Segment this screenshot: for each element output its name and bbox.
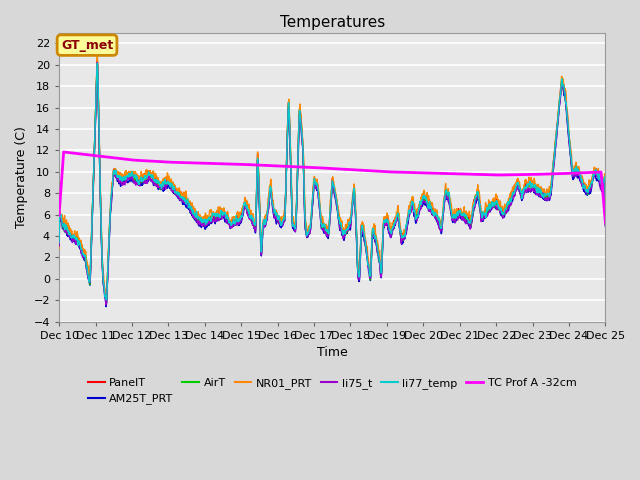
AirT — [93, 61, 101, 67]
PanelT — [591, 167, 599, 172]
NR01_PRT — [118, 173, 125, 179]
PanelT — [532, 183, 540, 189]
li75_t — [150, 181, 158, 187]
li75_t — [265, 203, 273, 208]
li77_temp — [93, 60, 101, 66]
NR01_PRT — [265, 192, 273, 198]
li77_temp — [289, 223, 296, 229]
li77_temp — [265, 197, 273, 203]
PanelT — [289, 221, 296, 227]
NR01_PRT — [602, 209, 609, 215]
Line: li75_t: li75_t — [59, 62, 605, 305]
AM25T_PRT — [591, 170, 599, 176]
AM25T_PRT — [602, 223, 609, 228]
Line: li77_temp: li77_temp — [59, 63, 605, 300]
PanelT — [265, 192, 273, 197]
li77_temp — [102, 297, 110, 303]
Title: Temperatures: Temperatures — [280, 15, 385, 30]
AirT — [118, 177, 125, 183]
AM25T_PRT — [289, 225, 296, 231]
PanelT — [102, 295, 110, 300]
AM25T_PRT — [150, 181, 158, 187]
li75_t — [289, 222, 296, 228]
AM25T_PRT — [118, 182, 125, 188]
NR01_PRT — [55, 246, 63, 252]
Line: NR01_PRT: NR01_PRT — [59, 55, 605, 298]
PanelT — [118, 177, 125, 182]
NR01_PRT — [289, 216, 296, 222]
AM25T_PRT — [93, 62, 101, 68]
Legend: PanelT, AM25T_PRT, AirT, NR01_PRT, li75_t, li77_temp, TC Prof A -32cm: PanelT, AM25T_PRT, AirT, NR01_PRT, li75_… — [84, 373, 580, 409]
NR01_PRT — [532, 184, 540, 190]
Line: AirT: AirT — [59, 64, 605, 303]
AirT — [102, 300, 110, 306]
li77_temp — [591, 168, 599, 174]
li75_t — [532, 191, 540, 197]
TC Prof A -32cm — [55, 213, 63, 218]
PanelT — [93, 58, 101, 63]
AirT — [591, 168, 599, 173]
AirT — [532, 186, 540, 192]
Y-axis label: Temperature (C): Temperature (C) — [15, 126, 28, 228]
NR01_PRT — [150, 174, 158, 180]
NR01_PRT — [591, 167, 599, 172]
PanelT — [602, 219, 609, 225]
TC Prof A -32cm — [532, 171, 540, 177]
Line: TC Prof A -32cm: TC Prof A -32cm — [59, 152, 605, 223]
AirT — [289, 222, 296, 228]
TC Prof A -32cm — [591, 169, 598, 175]
X-axis label: Time: Time — [317, 347, 348, 360]
TC Prof A -32cm — [118, 156, 125, 162]
li77_temp — [532, 188, 540, 193]
AM25T_PRT — [102, 304, 110, 310]
li77_temp — [602, 221, 609, 227]
PanelT — [150, 178, 158, 183]
AM25T_PRT — [532, 189, 540, 194]
TC Prof A -32cm — [265, 163, 273, 168]
li75_t — [591, 169, 599, 175]
AirT — [55, 243, 63, 249]
li77_temp — [150, 178, 158, 184]
Line: AM25T_PRT: AM25T_PRT — [59, 65, 605, 307]
NR01_PRT — [102, 295, 110, 301]
TC Prof A -32cm — [150, 158, 158, 164]
PanelT — [55, 240, 63, 246]
NR01_PRT — [93, 52, 101, 58]
AirT — [265, 196, 273, 202]
li75_t — [118, 181, 125, 187]
li75_t — [93, 60, 101, 65]
AirT — [150, 179, 158, 184]
li75_t — [55, 243, 63, 249]
li77_temp — [118, 177, 125, 183]
TC Prof A -32cm — [602, 220, 609, 226]
TC Prof A -32cm — [289, 164, 296, 169]
AirT — [602, 222, 609, 228]
AM25T_PRT — [265, 201, 273, 206]
Line: PanelT: PanelT — [59, 60, 605, 298]
li75_t — [602, 224, 609, 229]
li75_t — [102, 302, 110, 308]
Text: GT_met: GT_met — [61, 38, 113, 52]
TC Prof A -32cm — [60, 149, 67, 155]
AM25T_PRT — [55, 243, 63, 249]
li77_temp — [55, 240, 63, 245]
